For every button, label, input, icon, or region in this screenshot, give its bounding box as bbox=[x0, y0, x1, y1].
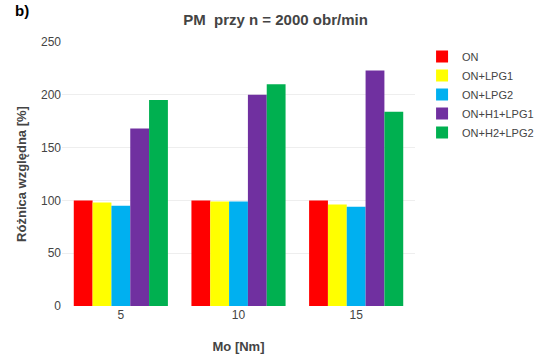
svg-text:200: 200 bbox=[41, 88, 61, 102]
svg-text:50: 50 bbox=[48, 246, 62, 260]
svg-text:b): b) bbox=[15, 2, 29, 19]
svg-text:15: 15 bbox=[349, 308, 363, 322]
svg-text:PM przy n = 2000 obr/min: PM przy n = 2000 obr/min bbox=[183, 11, 368, 28]
svg-text:ON+H2+LPG2: ON+H2+LPG2 bbox=[462, 127, 534, 139]
svg-text:0: 0 bbox=[54, 299, 61, 313]
svg-text:5: 5 bbox=[117, 308, 124, 322]
svg-text:ON+LPG2: ON+LPG2 bbox=[462, 89, 513, 101]
svg-text:ON+H1+LPG1: ON+H1+LPG1 bbox=[462, 108, 534, 120]
svg-text:ON+LPG1: ON+LPG1 bbox=[462, 70, 513, 82]
svg-text:100: 100 bbox=[41, 194, 61, 208]
svg-text:250: 250 bbox=[41, 35, 61, 49]
svg-text:ON: ON bbox=[462, 51, 479, 63]
svg-text:Mo [Nm]: Mo [Nm] bbox=[213, 339, 265, 354]
svg-text:150: 150 bbox=[41, 141, 61, 155]
svg-text:10: 10 bbox=[232, 308, 246, 322]
svg-text:Różnica względna [%]: Różnica względna [%] bbox=[14, 106, 29, 242]
